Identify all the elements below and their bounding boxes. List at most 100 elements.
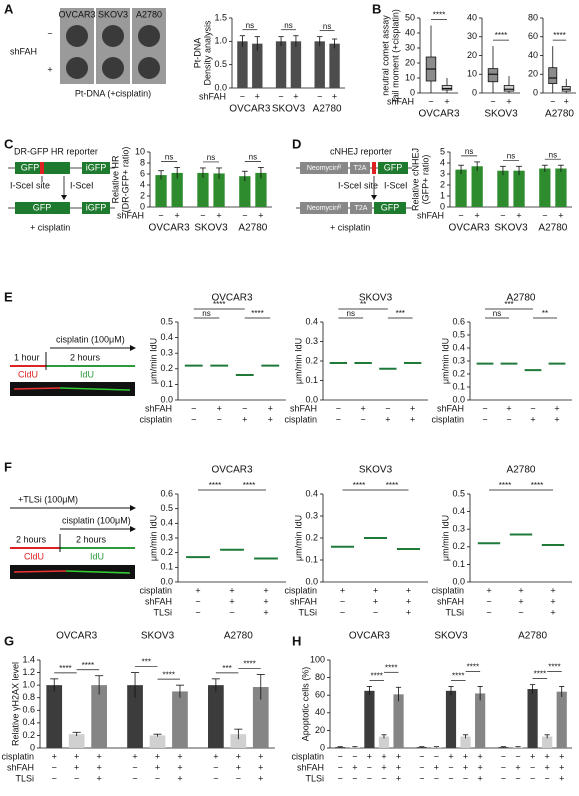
- gene: [300, 162, 348, 174]
- y-axis-label: μm/min IdU: [440, 515, 450, 561]
- condition-value: −: [434, 751, 439, 761]
- bar: [213, 173, 225, 207]
- condition-value: −: [336, 403, 341, 413]
- condition-value: +: [554, 403, 559, 413]
- bar: [230, 734, 247, 748]
- gene-label: iGFP: [86, 202, 107, 212]
- group-label: OVCAR3: [418, 109, 460, 120]
- sig-label: ****: [162, 670, 174, 679]
- sig-label: ****: [433, 11, 445, 20]
- y-axis-label: μm/min IdU: [148, 338, 158, 384]
- condition-name: shFAH: [290, 403, 317, 413]
- group-label: A2780: [238, 223, 267, 234]
- condition-value: −: [158, 210, 163, 220]
- y-tick-label: 1.4: [22, 654, 35, 664]
- condition-value: +: [516, 210, 521, 220]
- y-tick-label: 0.3: [452, 355, 465, 365]
- condition-value: −: [490, 96, 495, 106]
- condition-value: −: [482, 414, 487, 424]
- y-tick-label: 0.0: [305, 576, 318, 586]
- y-tick-label: 0.8: [22, 692, 35, 702]
- bar: [539, 168, 551, 207]
- bar: [237, 41, 248, 88]
- sig-label: ns: [284, 21, 292, 30]
- row-label: shFAH: [10, 46, 37, 56]
- y-axis-label: neutral comet assay: [380, 15, 390, 96]
- bar: [197, 172, 209, 207]
- condition-value: +: [518, 596, 523, 606]
- y-axis-label: Relative HR: [110, 155, 120, 204]
- sig-label: ****: [548, 663, 560, 672]
- bar: [91, 685, 107, 748]
- arrow-head: [371, 195, 377, 200]
- condition-name: shFAH: [145, 403, 172, 413]
- sig-label: ***: [396, 309, 405, 318]
- y-tick-label: 0.4: [452, 506, 465, 516]
- condition-value: −: [74, 773, 79, 783]
- condition-value: +: [373, 596, 378, 606]
- bar: [329, 43, 340, 88]
- panel-label: A: [4, 1, 14, 16]
- condition-name: shFAH: [199, 91, 226, 101]
- condition-value: +: [217, 403, 222, 413]
- y-tick-label: 0: [320, 742, 325, 752]
- box: [487, 68, 499, 83]
- label-cldu: CldU: [18, 369, 38, 379]
- bar: [252, 687, 269, 748]
- condition-value: +: [396, 762, 401, 772]
- sig-label: ns: [493, 309, 501, 318]
- condition-value: +: [177, 773, 182, 783]
- group-label: OVCAR3: [56, 631, 98, 642]
- condition-value: −: [240, 91, 245, 101]
- y-tick-label: 20: [315, 725, 325, 735]
- fiber-scheme: cisplatin (100μM) 1 hour 2 hours CldU Id…: [10, 334, 136, 396]
- y-axis-label: Relative γH2AX level: [10, 662, 20, 746]
- y-tick-label: 4: [140, 179, 145, 189]
- panel-label: H: [292, 633, 301, 648]
- gene-label: iGFP: [86, 162, 107, 172]
- y-tick-label: 0: [30, 742, 35, 752]
- y-tick-label: 60: [528, 31, 538, 41]
- sig-label: ****: [495, 31, 507, 40]
- condition-name: cisplatin: [139, 414, 172, 424]
- sig-label: **: [542, 309, 548, 318]
- panel-label: F: [4, 459, 12, 474]
- y-tick-label: 20: [405, 57, 415, 67]
- cell-label: SKOV3: [98, 9, 128, 19]
- y-tick-label: 0.1: [452, 559, 465, 569]
- condition-name: shFAH: [437, 596, 464, 606]
- condition-value: +: [352, 762, 357, 772]
- y-tick-label: 40: [467, 12, 477, 22]
- condition-value: +: [475, 210, 480, 220]
- y-tick-label: 0.0: [452, 394, 465, 404]
- y-axis-label: μm/min IdU: [440, 338, 450, 384]
- condition-value: −: [458, 210, 463, 220]
- condition-value: +: [478, 773, 483, 783]
- group-label: A2780: [507, 465, 536, 476]
- condition-value: +: [229, 585, 234, 595]
- condition-value: +: [229, 596, 234, 606]
- condition-value: −: [482, 403, 487, 413]
- y-tick-label: 0.4: [452, 342, 465, 352]
- y-tick-label: 10: [467, 69, 477, 79]
- condition-value: +: [258, 773, 263, 783]
- sig-label: ****: [353, 481, 365, 490]
- y-axis-label: μm/min IdU: [293, 515, 303, 561]
- condition-value: −: [52, 773, 57, 783]
- y-tick-label: 2: [140, 190, 145, 200]
- condition-value: −: [501, 762, 506, 772]
- condition-value: −: [317, 91, 322, 101]
- condition-value: +: [406, 607, 411, 617]
- condition-value: −: [352, 751, 357, 761]
- condition-value: +: [367, 751, 372, 761]
- condition-value: +: [506, 403, 511, 413]
- fiber-green: [65, 570, 131, 574]
- y-tick-label: 0.0: [214, 82, 227, 92]
- y-tick-label: 0.3: [160, 348, 173, 358]
- y-tick-label: 0.1: [452, 381, 465, 391]
- y-tick-label: 0.1: [305, 375, 318, 385]
- condition-name: shFAH: [387, 96, 414, 106]
- y-tick-label: 0.2: [22, 730, 35, 740]
- sig-label: ****: [467, 663, 479, 672]
